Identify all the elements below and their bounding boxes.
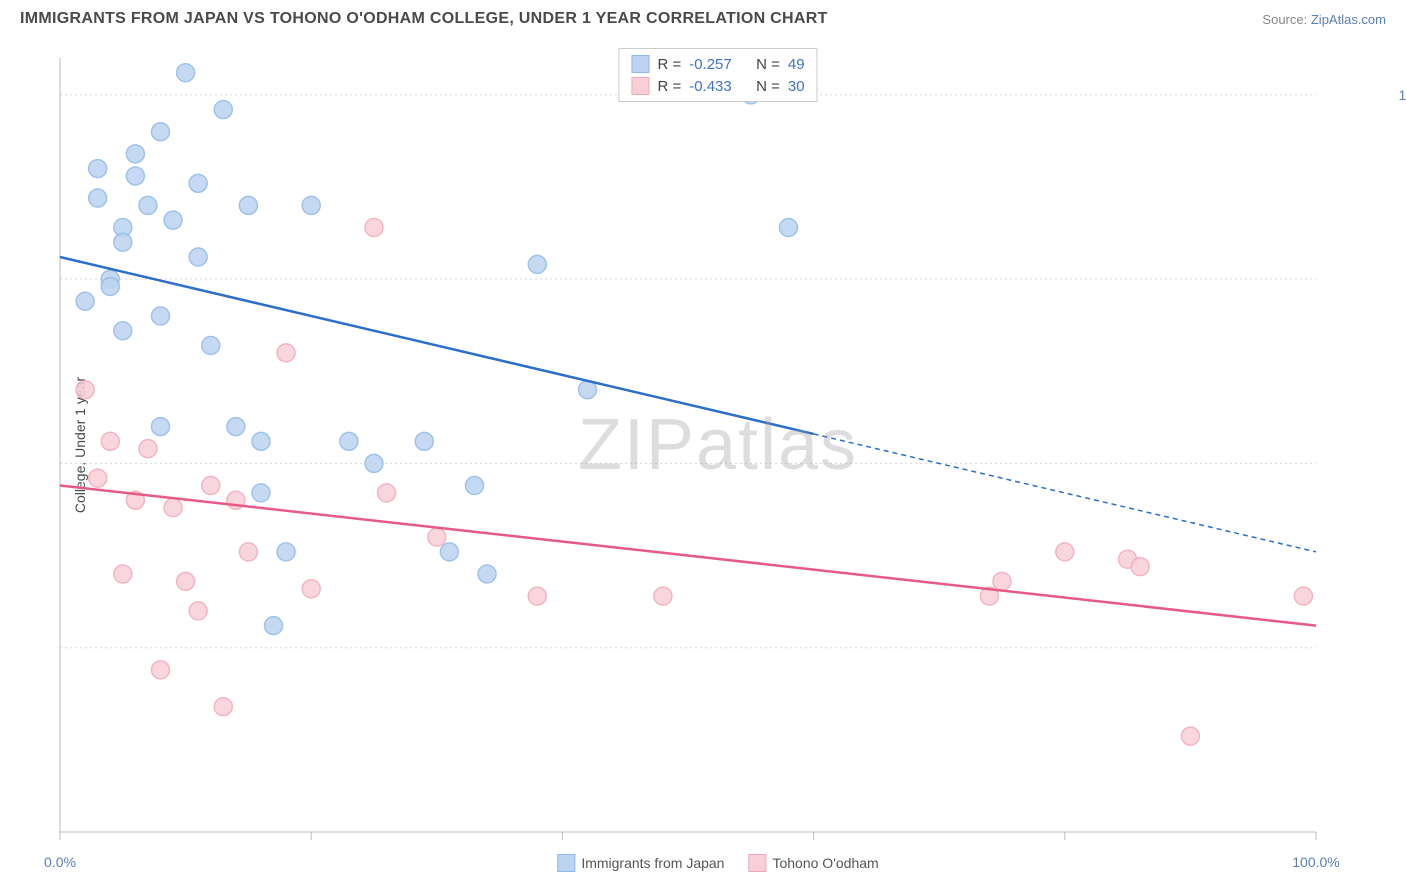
source-attribution: Source: ZipAtlas.com <box>1262 12 1386 27</box>
legend-item-1: Immigrants from Japan <box>557 854 724 872</box>
r-value-1: -0.257 <box>689 56 732 73</box>
n-value-1: 49 <box>788 56 805 73</box>
swatch-icon <box>748 854 766 872</box>
series-legend: Immigrants from Japan Tohono O'odham <box>557 854 878 872</box>
x-tick-label: 0.0% <box>44 854 76 870</box>
r-value-2: -0.433 <box>689 78 732 95</box>
legend-item-2: Tohono O'odham <box>748 854 878 872</box>
swatch-icon <box>557 854 575 872</box>
source-link[interactable]: ZipAtlas.com <box>1311 12 1386 27</box>
chart-area: College, Under 1 year ZIPatlas R = -0.25… <box>50 48 1386 842</box>
stats-row-series-2: R = -0.433 N = 30 <box>631 75 804 97</box>
chart-title: IMMIGRANTS FROM JAPAN VS TOHONO O'ODHAM … <box>20 10 828 28</box>
swatch-series-1 <box>631 55 649 73</box>
scatter-plot <box>50 48 1386 842</box>
stats-row-series-1: R = -0.257 N = 49 <box>631 53 804 75</box>
swatch-series-2 <box>631 77 649 95</box>
y-tick-label: 100.0% <box>1399 87 1406 103</box>
x-tick-label: 100.0% <box>1292 854 1339 870</box>
stats-legend: R = -0.257 N = 49 R = -0.433 N = 30 <box>618 48 817 102</box>
n-value-2: 30 <box>788 78 805 95</box>
